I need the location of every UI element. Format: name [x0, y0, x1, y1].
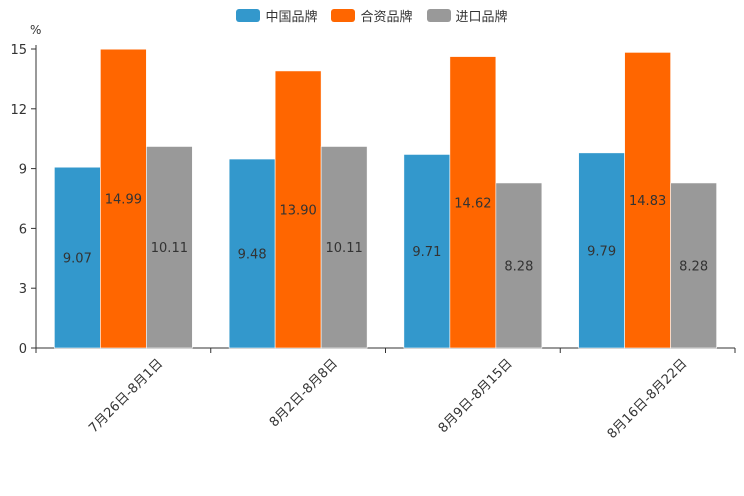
bar[interactable] [670, 182, 717, 349]
bar[interactable] [403, 154, 451, 349]
legend-item-import-brand[interactable]: 进口品牌 [426, 6, 508, 25]
legend-item-china-brand[interactable]: 中国品牌 [236, 6, 317, 25]
data-label: 9.07 [63, 252, 92, 267]
bar[interactable] [320, 146, 368, 349]
data-label: 14.99 [105, 193, 142, 208]
data-label: 9.71 [412, 245, 441, 260]
legend-swatch-jv-brand [331, 9, 356, 22]
y-tick-label: 12 [10, 103, 27, 118]
bars-group [54, 48, 717, 349]
data-label: 10.11 [151, 241, 188, 256]
legend-label-jv-brand: 合资品牌 [360, 10, 413, 25]
legend-label-import-brand: 进口品牌 [455, 10, 508, 25]
bar[interactable] [274, 70, 322, 349]
data-labels-group: 9.07 14.99 10.11 9.48 13.90 10.11 9.71 14.62 8.2… [63, 193, 708, 275]
legend-label-china-brand: 中国品牌 [265, 10, 318, 25]
x-tick-label: 8月16日-8月22日 [605, 356, 691, 442]
x-tick-label: 8月9日-8月15日 [436, 356, 516, 436]
bar[interactable] [449, 56, 497, 349]
y-tick-label: 9 [19, 163, 27, 178]
legend-item-jv-brand[interactable]: 合资品牌 [331, 6, 413, 25]
bar[interactable] [146, 146, 193, 349]
data-label: 9.48 [238, 248, 267, 263]
y-axis: 0 3 6 9 12 15 [10, 43, 37, 357]
y-axis-unit-label: % [30, 23, 41, 37]
data-label: 14.62 [454, 196, 491, 211]
legend-swatch-import-brand [426, 9, 451, 22]
data-label: 10.11 [326, 241, 363, 256]
bar[interactable] [624, 52, 671, 349]
bar[interactable] [495, 182, 543, 349]
x-tick-label: 7月26日-8月1日 [86, 356, 166, 436]
y-tick-label: 15 [10, 43, 27, 58]
x-tick-label: 8月2日-8月8日 [267, 356, 341, 430]
y-tick-label: 0 [19, 342, 27, 357]
legend: 中国品牌 合资品牌 进口品牌 [0, 6, 744, 25]
data-label: 13.90 [280, 203, 317, 218]
data-label: 8.28 [679, 259, 708, 274]
data-label: 8.28 [504, 259, 533, 274]
data-label: 14.83 [629, 194, 666, 209]
legend-swatch-china-brand [236, 9, 261, 22]
data-label: 9.79 [587, 244, 616, 259]
bar[interactable] [54, 166, 101, 349]
y-tick-label: 6 [19, 222, 27, 237]
y-tick-label: 3 [19, 282, 27, 297]
x-axis: 7月26日-8月1日 8月2日-8月8日 8月9日-8月15日 8月16日-8月22日 [35, 347, 736, 442]
bar[interactable] [100, 48, 147, 349]
bar[interactable] [578, 152, 625, 349]
bar[interactable] [228, 158, 276, 349]
